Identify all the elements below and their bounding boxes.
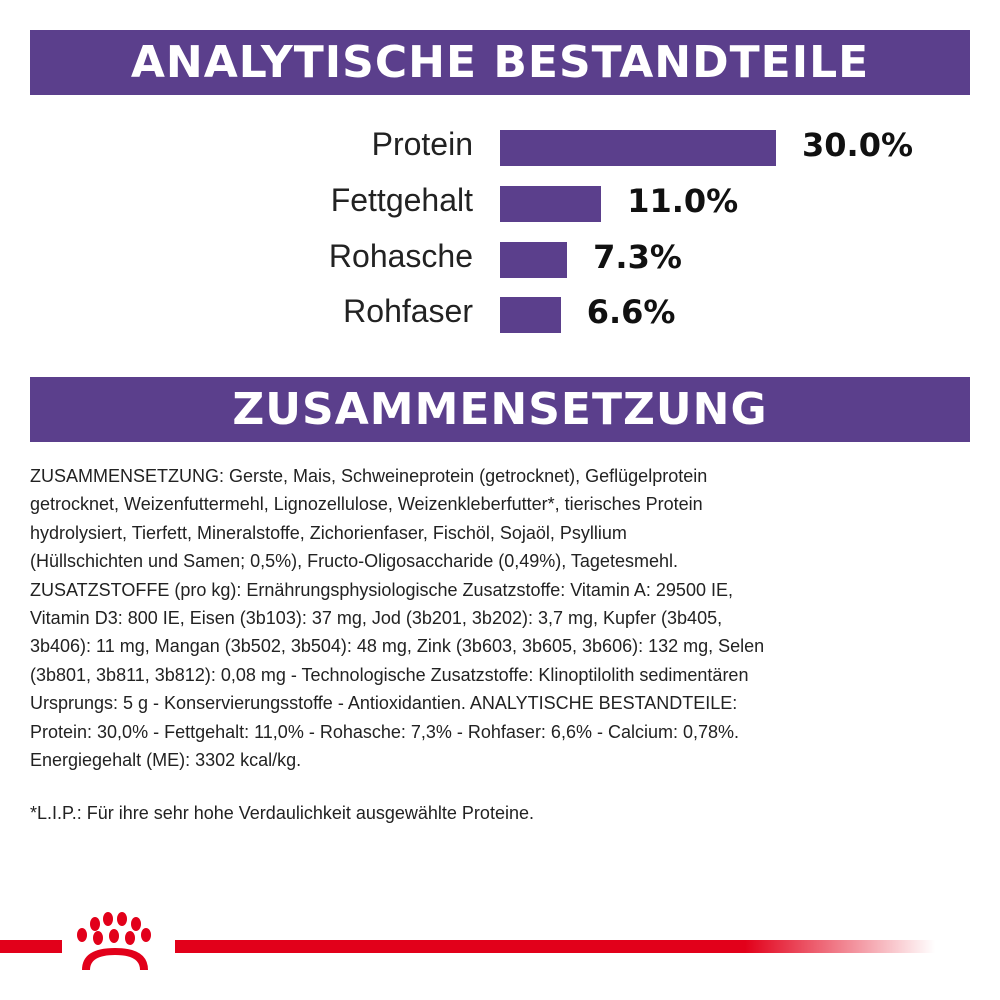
footnote: *L.I.P.: Für ihre sehr hohe Verdaulichke… [30, 803, 534, 823]
brand-line-right [175, 940, 935, 953]
composition-line: ZUSATZSTOFFE (pro kg): Ernährungsphysiol… [30, 579, 733, 600]
composition-line: hydrolysiert, Tierfett, Mineralstoffe, Z… [30, 522, 627, 543]
brand-line-left [0, 940, 62, 953]
bar [500, 130, 776, 166]
bar-label: Rohfaser [343, 293, 473, 329]
bar-value-label: 11.0% [627, 182, 739, 220]
bar-value-label: 6.6% [586, 293, 676, 331]
bar-label: Rohasche [328, 238, 473, 274]
composition-line: Protein: 30,0% - Fettgehalt: 11,0% - Roh… [30, 721, 740, 742]
composition-line: getrocknet, Weizenfuttermehl, Lignozellu… [30, 494, 703, 515]
bar-row: Rohfaser 6.6% [0, 293, 1000, 333]
bar [500, 186, 602, 222]
analysis-header: ANALYTISCHE BESTANDTEILE [30, 30, 970, 95]
bar-label: Protein [371, 126, 473, 162]
composition-line: Ursprungs: 5 g - Konservierungsstoffe - … [30, 693, 738, 714]
bar-label: Fettgehalt [330, 182, 473, 218]
bar-value-label: 30.0% [802, 126, 914, 164]
bar-value-label: 7.3% [593, 238, 682, 276]
composition-line: Vitamin D3: 800 IE, Eisen (3b103): 37 mg… [30, 608, 723, 629]
bar [500, 242, 568, 278]
composition-line: Energiegehalt (ME): 3302 kcal/kg. [30, 750, 302, 771]
composition-line: ZUSAMMENSETZUNG: Gerste, Mais, Schweinep… [30, 466, 708, 486]
royal-canin-crown-logo [77, 912, 151, 970]
bar-row: Rohasche 7.3% [0, 238, 1000, 278]
bar-row: Fettgehalt 11.0% [0, 182, 1000, 222]
composition-line: (3b801, 3b811, 3b812): 0,08 mg - Technol… [30, 664, 749, 685]
composition-line: 3b406): 11 mg, Mangan (3b502, 3b504): 48… [30, 636, 765, 657]
composition-header: ZUSAMMENSETZUNG [30, 377, 970, 442]
bar [500, 297, 561, 333]
composition-text: ZUSAMMENSETZUNG: Gerste, Mais, Schweinep… [30, 462, 764, 774]
composition-line: (Hüllschichten und Samen; 0,5%), Fructo-… [30, 551, 678, 572]
bar-row: Protein 30.0% [0, 126, 1000, 166]
